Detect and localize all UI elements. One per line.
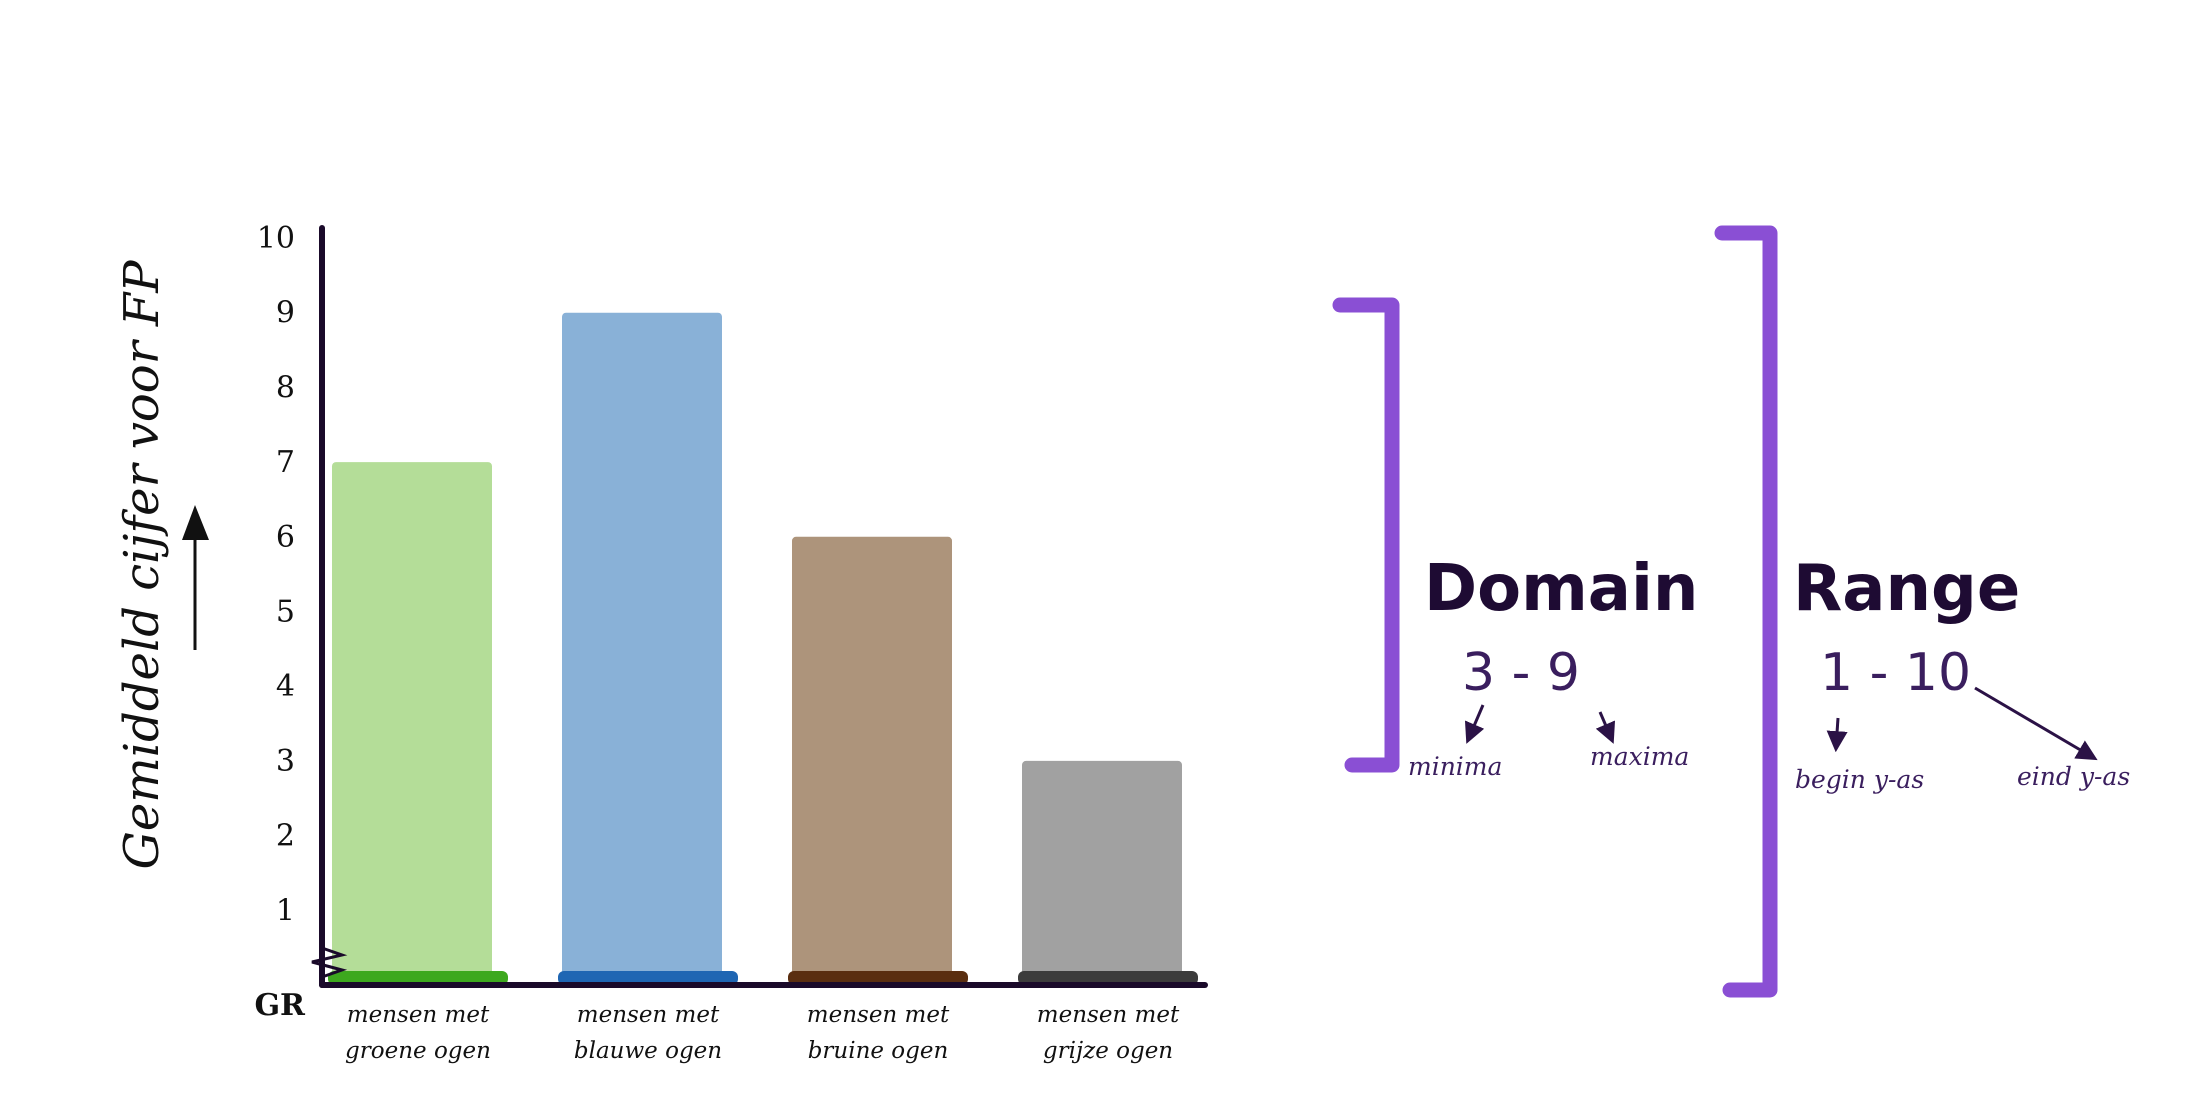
x-category-label: groene ogen <box>345 1038 491 1064</box>
x-category-label: grijze ogen <box>1043 1038 1173 1064</box>
domain-min-label: minima <box>1408 752 1502 781</box>
x-category-label: mensen met <box>1037 1002 1180 1028</box>
range-range-text: 1 - 10 <box>1820 643 1971 703</box>
range-title: Range <box>1793 552 2020 626</box>
y-tick-label: 9 <box>276 296 295 331</box>
range-end-arrow <box>1974 686 2098 761</box>
y-tick-label: 8 <box>276 370 295 405</box>
x-category-label: bruine ogen <box>808 1038 949 1064</box>
y-tick-label: 10 <box>257 221 295 256</box>
x-category-label: mensen met <box>347 1002 490 1028</box>
bar-baseline <box>558 971 738 985</box>
domain-title: Domain <box>1424 552 1698 626</box>
range-bracket <box>1714 225 1778 998</box>
y-tick-label: 7 <box>276 445 295 480</box>
y-tick-label: 6 <box>276 520 295 555</box>
range-start-arrow <box>1826 717 1848 753</box>
domain-max-arrow <box>1595 711 1616 744</box>
y-tick-label: 5 <box>276 595 295 630</box>
axis-break-mark <box>311 946 348 979</box>
y-axis-arrow-head <box>182 505 209 540</box>
y-tick-label: 2 <box>276 819 295 854</box>
bar-baseline <box>1018 971 1198 985</box>
bar <box>332 462 492 986</box>
bar-baseline <box>788 971 968 985</box>
domain-range-text: 3 - 9 <box>1462 643 1580 703</box>
domain-bracket <box>1332 297 1400 773</box>
range-start-label: begin y-as <box>1795 765 1924 794</box>
y-tick-label: 3 <box>276 744 295 779</box>
domain-min-arrow <box>1464 704 1485 744</box>
y-tick-label: 1 <box>276 893 295 928</box>
y-tick-label: 4 <box>276 669 295 704</box>
x-origin-label: GR <box>254 988 306 1023</box>
range-end-label: eind y-as <box>2017 762 2130 791</box>
bar-baseline <box>328 971 508 985</box>
bar <box>562 312 722 985</box>
x-category-label: blauwe ogen <box>574 1038 722 1064</box>
domain-max-label: maxima <box>1590 742 1689 771</box>
x-category-label: mensen met <box>577 1002 720 1028</box>
bar <box>1022 760 1182 985</box>
y-axis-label: Gemiddeld cijfer voor FP <box>114 260 170 870</box>
x-category-label: mensen met <box>807 1002 950 1028</box>
bar <box>792 536 952 985</box>
